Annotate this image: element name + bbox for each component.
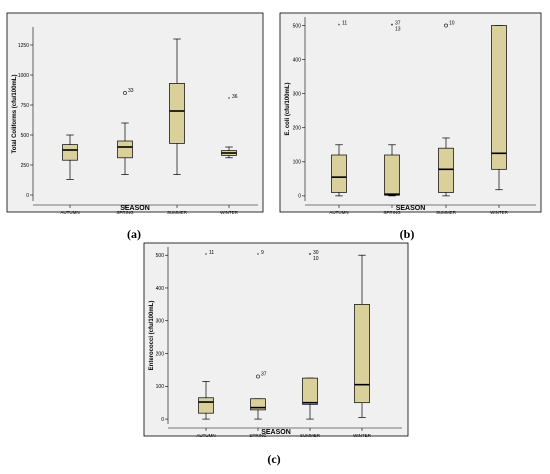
iqr-box bbox=[302, 377, 318, 405]
y-tick-label: 100 bbox=[293, 160, 302, 166]
x-tick-label: WINTER bbox=[490, 210, 508, 215]
outlier-circle bbox=[256, 374, 260, 379]
y-tick-label: 300 bbox=[156, 319, 165, 325]
box-spring: * 37* 13 bbox=[384, 21, 401, 197]
y-axis-title: Total Coliforms (cfu/100mL) bbox=[12, 75, 18, 154]
y-tick-label: 500 bbox=[21, 133, 30, 139]
x-tick-label: SUMMER bbox=[167, 210, 188, 215]
x-axis-title: SEASON bbox=[120, 205, 150, 212]
outlier-label: 11 bbox=[209, 250, 214, 256]
x-tick-label: SUMMER bbox=[300, 433, 321, 438]
iqr-box bbox=[438, 147, 454, 193]
outlier-star: * bbox=[205, 253, 207, 259]
x-axis-title: SEASON bbox=[396, 205, 426, 212]
x-tick-label: AUTUMN bbox=[196, 433, 215, 438]
y-tick-label: 200 bbox=[156, 351, 165, 357]
panel-total-coliforms: 0 250 500 750 1000 1250 Total Coliforms (cfu/1… bbox=[6, 12, 264, 241]
x-tick-label: WINTER bbox=[353, 433, 371, 438]
box-summer: * 30* 10 bbox=[302, 250, 319, 420]
x-tick-label: AUTUMN bbox=[329, 210, 348, 215]
box-winter bbox=[354, 254, 370, 418]
outlier-label: 37 bbox=[261, 371, 267, 377]
y-axis-title: E. coli (cfu/100mL) bbox=[285, 82, 291, 135]
y-tick-label: 750 bbox=[21, 103, 30, 109]
x-tick-label: SUMMER bbox=[436, 210, 457, 215]
x-tick-label: AUTUMN bbox=[60, 210, 79, 215]
outlier-label: 37 bbox=[395, 21, 401, 27]
y-tick-label: 200 bbox=[293, 126, 302, 132]
y-tick-label: 0 bbox=[26, 193, 29, 199]
y-tick-label: 100 bbox=[156, 384, 165, 390]
panel-label: (c) bbox=[267, 452, 280, 466]
box-summer bbox=[169, 38, 185, 175]
y-tick-label: 1250 bbox=[18, 43, 29, 49]
outlier-star: * bbox=[309, 253, 311, 259]
y-tick-label: 1000 bbox=[18, 73, 29, 79]
panel-label: (a) bbox=[127, 227, 141, 241]
outlier-circle bbox=[123, 91, 127, 95]
box-winter: * 36 bbox=[221, 94, 238, 159]
outlier-circle bbox=[444, 23, 448, 28]
outlier-star: * bbox=[391, 24, 393, 30]
iqr-box bbox=[169, 83, 185, 144]
iqr-box bbox=[384, 154, 400, 196]
box-autumn bbox=[62, 134, 78, 180]
plot-area bbox=[6, 12, 264, 213]
iqr-box bbox=[250, 398, 266, 411]
outlier-label: 10 bbox=[313, 256, 319, 262]
outlier-star: * bbox=[391, 24, 393, 30]
outlier-label: 9 bbox=[261, 250, 264, 256]
box-spring: * 9 37 bbox=[250, 250, 267, 420]
x-tick-label: WINTER bbox=[220, 210, 238, 215]
box-autumn: * 11 bbox=[198, 250, 214, 420]
x-tick-label: SPRING bbox=[116, 210, 134, 215]
outlier-label: 33 bbox=[128, 88, 134, 94]
iqr-box bbox=[198, 397, 214, 414]
x-axis-title: SEASON bbox=[261, 429, 291, 436]
panel-label: (b) bbox=[400, 227, 415, 241]
box-summer: 10 bbox=[438, 21, 455, 197]
x-tick-label: SPRING bbox=[383, 210, 401, 215]
outlier-star: * bbox=[309, 253, 311, 259]
outlier-label: 10 bbox=[449, 21, 455, 27]
box-autumn: * 11 bbox=[331, 21, 347, 197]
outlier-star: * bbox=[338, 24, 340, 30]
y-tick-label: 300 bbox=[293, 91, 302, 97]
y-tick-label: 400 bbox=[293, 57, 302, 63]
box-winter bbox=[491, 25, 507, 191]
outlier-star: * bbox=[257, 253, 259, 259]
iqr-box bbox=[354, 304, 370, 404]
outlier-label: 13 bbox=[395, 27, 401, 33]
y-tick-label: 0 bbox=[161, 417, 164, 423]
y-axis-title: Enterococci (cfu/100mL) bbox=[149, 301, 155, 371]
outlier-label: 30 bbox=[313, 250, 319, 256]
outlier-label: 11 bbox=[342, 21, 347, 27]
iqr-box bbox=[117, 140, 133, 159]
x-tick-label: SPRING bbox=[249, 433, 267, 438]
panel-enterococci: 0 100 200 300 400 500 Enterococci (cfu/100mL) S… bbox=[143, 242, 409, 466]
iqr-box bbox=[491, 25, 507, 170]
y-tick-label: 500 bbox=[293, 23, 302, 29]
box-spring: 33 bbox=[117, 88, 134, 175]
iqr-box bbox=[62, 144, 78, 161]
y-tick-label: 0 bbox=[298, 194, 301, 200]
panel-e-coli: 0 100 200 300 400 500 E. coli (cfu/100mL) SEASO… bbox=[279, 12, 542, 241]
y-tick-label: 500 bbox=[156, 253, 165, 259]
y-tick-label: 400 bbox=[156, 286, 165, 292]
y-tick-label: 250 bbox=[21, 163, 30, 169]
iqr-box bbox=[331, 154, 347, 193]
outlier-star: * bbox=[228, 97, 230, 103]
outlier-label: 36 bbox=[232, 94, 238, 100]
